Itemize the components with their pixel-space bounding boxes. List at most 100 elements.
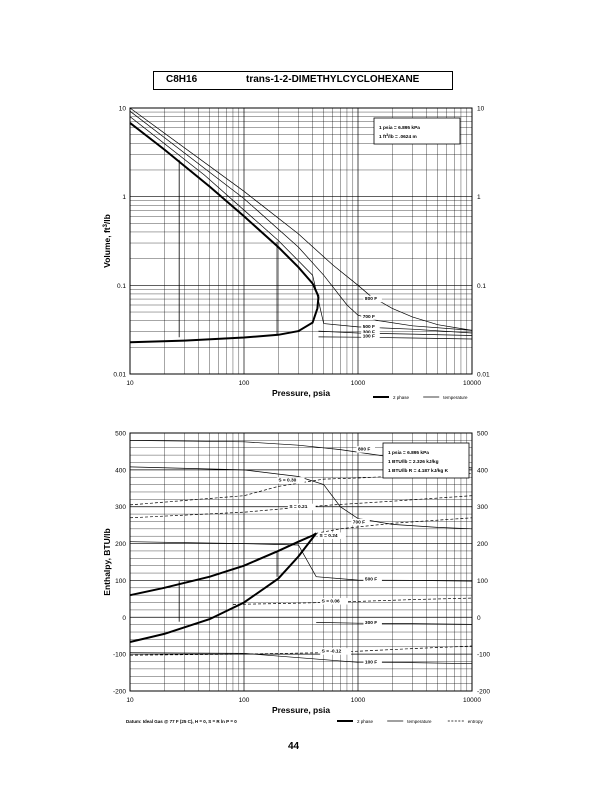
isentrope-label: S = 0.21 [289, 504, 307, 510]
x-tick-label: 100 [239, 380, 250, 387]
isotherm-label: 500 F [363, 324, 375, 330]
x-tick-label: 1000 [351, 380, 366, 387]
isentrope-label-bg [318, 532, 346, 539]
y-axis-label: Volume, ft3/lb [102, 214, 112, 268]
x-tick-label: 10 [126, 380, 134, 387]
isentrope-label: S = 0.06 [322, 599, 340, 605]
isotherm-label: 800 F [358, 447, 370, 453]
isotherm-line [129, 110, 473, 331]
y-tick-label-left: 1 [122, 194, 126, 201]
y-tick-label-right: 100 [477, 578, 488, 585]
x-tick-label: 100 [239, 697, 250, 704]
isotherm-line [318, 336, 473, 340]
dome-vapor-line [129, 122, 320, 297]
isotherm-label: 100 F [363, 334, 375, 340]
conversion-line: 1 psia = 6.895 kPa [388, 450, 429, 456]
y-tick-label-right: 500 [477, 431, 488, 438]
x-tick-label: 10000 [463, 380, 481, 387]
y-tick-label-left: 0 [122, 615, 126, 622]
isotherm-line [316, 622, 473, 625]
title-box: C8H16 trans-1-2-DIMETHYLCYCLOHEXANE [153, 71, 453, 90]
y-tick-label-left: 0.01 [113, 372, 126, 379]
y-tick-label-right: 200 [477, 541, 488, 548]
y-tick-label-left: 100 [115, 578, 126, 585]
x-axis-label: Pressure, psia [272, 388, 330, 398]
conversion-box [373, 117, 461, 145]
plot-frame [129, 107, 473, 375]
isotherm-line [129, 541, 473, 582]
isentrope-label-bg [287, 503, 316, 511]
isotherm-label: 700 F [363, 314, 375, 320]
isotherm-label: 300 F [363, 330, 375, 336]
y-tick-label-right: 300 [477, 504, 488, 511]
y-tick-label-right: -200 [477, 689, 490, 696]
y-tick-label-left: 300 [115, 504, 126, 511]
y-tick-label-right: 0.01 [477, 372, 490, 379]
isotherm-label-bg [363, 575, 382, 583]
isotherm-label-bg [361, 313, 380, 320]
isentrope-label: S = -0.12 [322, 649, 342, 655]
conversion-line: 1 psia = 6.895 kPa [379, 125, 420, 131]
conversion-line: 1 ft3/lb = .0624 m [379, 133, 417, 140]
isentrope-line [129, 473, 473, 506]
y-tick-label-left: -200 [113, 689, 126, 696]
isotherm-label-bg [363, 658, 382, 666]
isotherm-label-bg [361, 333, 380, 340]
conversion-line: 1 BTU/lb R = 4.187 kJ/kg K [388, 468, 449, 474]
legend-label: 2 phase [393, 395, 410, 400]
plot-frame [129, 432, 473, 692]
x-tick-label: 1000 [351, 697, 366, 704]
isotherm-label-bg [351, 518, 370, 526]
y-tick-label-left: 10 [119, 106, 127, 113]
isotherm-label: 800 F [365, 296, 377, 302]
y-tick-label-left: -100 [113, 652, 126, 659]
legend-label: entropy [468, 719, 484, 724]
isotherm-label: 500 F [365, 576, 377, 582]
isentrope-label: S = 0.30 [278, 478, 296, 484]
dome-liquid-line [129, 532, 317, 643]
isentrope-label: S = 0.24 [320, 533, 338, 539]
isotherm-label-bg [361, 329, 380, 336]
isotherm-label: 300 F [365, 620, 377, 626]
y-tick-label-left: 200 [115, 541, 126, 548]
isentrope-label-bg [276, 477, 305, 484]
x-tick-label: 10 [126, 697, 134, 704]
isotherm-line [129, 116, 473, 334]
y-axis-label: Enthalpy, BTU/lb [102, 528, 112, 595]
isotherm-label-bg [361, 323, 380, 331]
y-tick-label-right: 0.1 [477, 283, 486, 290]
compound-name: trans-1-2-DIMETHYLCYCLOHEXANE [246, 74, 420, 85]
y-tick-label-right: 400 [477, 467, 488, 474]
datum-note: Datum: Ideal Gas @ 77 F (25 C), H = 0, S… [126, 719, 237, 724]
dome-vapor-line [129, 532, 317, 597]
isotherm-line [129, 466, 473, 530]
isotherm-label: 100 F [365, 659, 377, 665]
x-axis-label: Pressure, psia [272, 705, 330, 715]
legend-label: temperature [407, 719, 432, 724]
isentrope-line [316, 517, 473, 534]
legend-label: 2 phase [357, 719, 374, 724]
x-tick-label: 10000 [463, 697, 481, 704]
legend-label: temperature [443, 395, 468, 400]
isotherm-line [129, 107, 473, 331]
dome-liquid-line [129, 296, 320, 344]
isentrope-label-bg [320, 598, 348, 605]
conversion-line: 1 BTU/lb = 2.326 kJ/kg [388, 459, 439, 465]
formula-label: C8H16 [166, 74, 198, 85]
y-tick-label-left: 0.1 [117, 283, 126, 290]
isotherm-label-bg [363, 619, 382, 626]
y-tick-label-left: 500 [115, 431, 126, 438]
page-number: 44 [288, 741, 300, 752]
y-tick-label-right: 0 [477, 615, 481, 622]
y-tick-label-right: -100 [477, 652, 490, 659]
conversion-box [382, 442, 470, 479]
y-tick-label-right: 10 [477, 106, 485, 113]
isotherm-label-bg [363, 295, 382, 303]
y-tick-label-right: 1 [477, 194, 481, 201]
isentrope-line [232, 597, 473, 605]
isotherm-label-bg [356, 446, 375, 453]
y-tick-label-left: 400 [115, 467, 126, 474]
